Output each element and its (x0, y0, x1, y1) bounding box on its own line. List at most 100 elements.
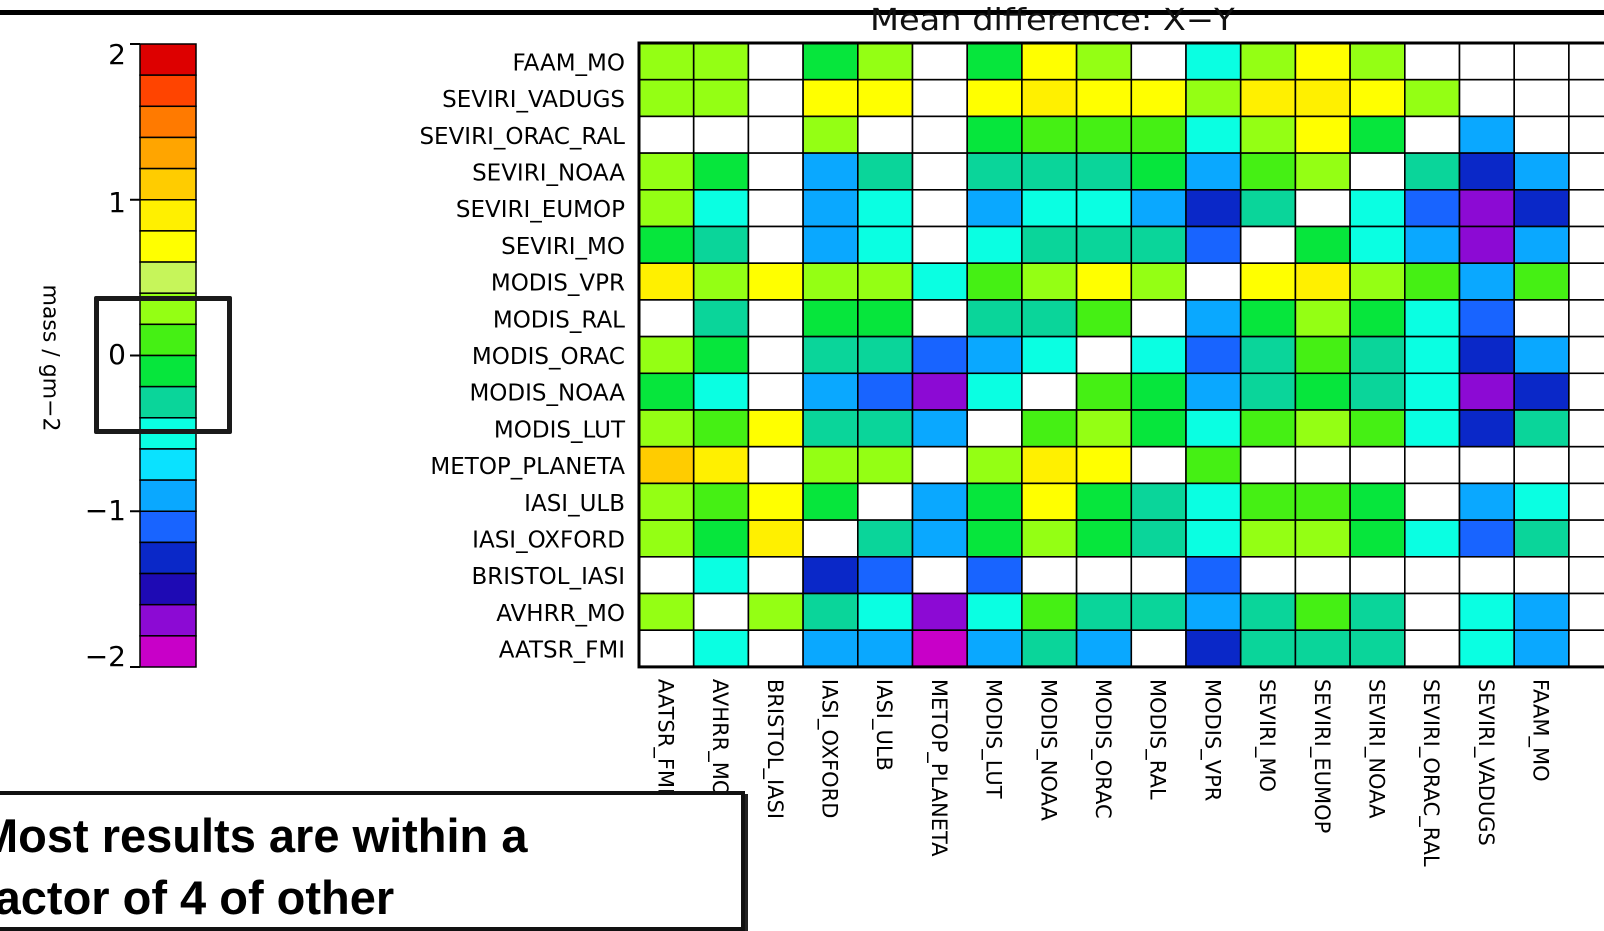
heatmap-cell-r5-c13 (1349, 225, 1406, 265)
heatmap-cell-r4-c8 (1075, 189, 1133, 228)
row-label-modis-lut: MODIS_LUT (494, 417, 626, 443)
heatmap-cell-r6-c9 (1130, 262, 1187, 301)
heatmap-cell-r4-c15 (1458, 189, 1516, 228)
col-label-iasi-oxford: IASI_OXFORD (816, 679, 841, 819)
heatmap-cell-r8-c9 (1130, 335, 1187, 375)
heatmap-cell-r15-c6 (966, 592, 1023, 632)
heatmap-cell-r14-c12 (1294, 555, 1351, 595)
heatmap-cell-r16-c14 (1404, 629, 1461, 668)
heatmap-cell-r11-c13 (1349, 445, 1406, 485)
heatmap-cell-r16-c0 (638, 629, 695, 668)
top-border-bar (0, 10, 1604, 15)
heatmap-cell-r12-c2 (747, 482, 804, 521)
heatmap-cell-r8-c3 (802, 335, 859, 375)
heatmap-cell-r2-c14 (1404, 115, 1461, 154)
heatmap-cell-r13-c12 (1294, 519, 1351, 558)
row-label-bristol-iasi: BRISTOL_IASI (471, 564, 625, 590)
heatmap-cell-r2-c15 (1458, 115, 1516, 154)
heatmap-cell-r1-c4 (856, 78, 914, 118)
heatmap-cell-r12-c14 (1404, 482, 1461, 521)
heatmap-cell-r7-c17 (1568, 299, 1604, 338)
heatmap-cell-r6-c1 (692, 262, 750, 301)
heatmap-cell-r7-c12 (1294, 299, 1351, 338)
col-label-metop-planeta: METOP_PLANETA (926, 679, 951, 857)
heatmap-cell-r8-c7 (1021, 335, 1078, 375)
heatmap-cell-r9-c12 (1294, 372, 1351, 411)
heatmap-cell-r11-c1 (692, 445, 750, 485)
heatmap-cell-r16-c4 (856, 629, 914, 668)
heatmap-cell-r16-c11 (1239, 629, 1297, 668)
heatmap-cell-r16-c3 (802, 629, 859, 668)
heatmap-cell-r14-c8 (1075, 555, 1133, 595)
heatmap-cell-r11-c9 (1130, 445, 1187, 485)
callout-line-2: factor of 4 of other (0, 871, 395, 924)
heatmap-cell-r7-c0 (638, 299, 695, 338)
row-label-faam-mo: FAAM_MO (512, 50, 625, 76)
heatmap-cell-r1-c9 (1130, 78, 1187, 118)
heatmap-cell-r15-c13 (1349, 592, 1406, 632)
heatmap-cell-r10-c10 (1185, 409, 1242, 448)
heatmap-cell-r9-c14 (1404, 372, 1461, 411)
heatmap-cell-r13-c13 (1349, 519, 1406, 558)
heatmap-cell-r6-c2 (747, 262, 804, 301)
heatmap-cell-r12-c16 (1513, 482, 1570, 521)
heatmap-cell-r5-c17 (1568, 225, 1604, 265)
heatmap-cell-r2-c2 (747, 115, 804, 154)
heatmap-cell-r0-c4 (856, 42, 914, 81)
heatmap-cell-r1-c0 (638, 78, 695, 118)
heatmap-cell-r10-c13 (1349, 409, 1406, 448)
heatmap-cell-r2-c17 (1568, 115, 1604, 154)
heatmap-cell-r4-c6 (966, 189, 1023, 228)
colorbar-segment-5 (139, 199, 197, 232)
heatmap-cell-r4-c11 (1239, 189, 1297, 228)
heatmap-cell-r1-c11 (1239, 78, 1297, 118)
heatmap-cell-r10-c9 (1130, 409, 1187, 448)
heatmap-cell-r14-c10 (1185, 555, 1242, 595)
colorbar-segment-6 (139, 230, 197, 263)
heatmap-cell-r0-c11 (1239, 42, 1297, 81)
heatmap-cell-r8-c10 (1185, 335, 1242, 375)
heatmap-frame (637, 41, 1604, 669)
heatmap-cell-r1-c16 (1513, 78, 1570, 118)
heatmap-cell-r14-c14 (1404, 555, 1461, 595)
colorbar-segment-15 (139, 510, 197, 544)
heatmap-cell-r8-c12 (1294, 335, 1351, 375)
row-label-seviri-mo: SEVIRI_MO (501, 234, 625, 260)
col-label-seviri-mo: SEVIRI_MO (1254, 679, 1279, 792)
colorbar-tick-0: 0 (108, 338, 126, 371)
heatmap-cell-r14-c6 (966, 555, 1023, 595)
heatmap-cell-r3-c0 (638, 152, 695, 191)
colorbar-segment-2 (139, 105, 197, 139)
heatmap-cell-r4-c0 (638, 189, 695, 228)
heatmap-cell-r2-c9 (1130, 115, 1187, 154)
row-label-avhrr-mo: AVHRR_MO (496, 601, 625, 627)
heatmap-cell-r4-c5 (911, 189, 969, 228)
heatmap-cell-r8-c8 (1075, 335, 1133, 375)
heatmap-cell-r11-c16 (1513, 445, 1570, 485)
heatmap-cell-r2-c1 (692, 115, 750, 154)
heatmap-cell-r15-c11 (1239, 592, 1297, 632)
colorbar-segment-7 (139, 261, 197, 294)
heatmap-cell-r15-c5 (911, 592, 969, 632)
heatmap-cell-r13-c15 (1458, 519, 1516, 558)
heatmap-cell-r10-c6 (966, 409, 1023, 448)
heatmap-cell-r14-c3 (802, 555, 859, 595)
heatmap-cell-r6-c3 (802, 262, 859, 301)
heatmap-cell-r14-c4 (856, 555, 914, 595)
heatmap-cell-r14-c9 (1130, 555, 1187, 595)
heatmap-cell-r10-c7 (1021, 409, 1078, 448)
heatmap-cell-r12-c1 (692, 482, 750, 521)
heatmap-cell-r4-c7 (1021, 189, 1078, 228)
heatmap-cell-r14-c15 (1458, 555, 1516, 595)
col-label-seviri-orac-ral: SEVIRI_ORAC_RAL (1418, 679, 1443, 867)
heatmap-cell-r15-c17 (1568, 592, 1604, 632)
heatmap-cell-r6-c14 (1404, 262, 1461, 301)
heatmap-cell-r3-c6 (966, 152, 1023, 191)
heatmap-cell-r15-c0 (638, 592, 695, 632)
heatmap-cell-r12-c10 (1185, 482, 1242, 521)
colorbar-segment-16 (139, 541, 197, 575)
heatmap-cell-r5-c7 (1021, 225, 1078, 265)
heatmap-cell-r0-c7 (1021, 42, 1078, 81)
heatmap-cell-r15-c15 (1458, 592, 1516, 632)
heatmap-cell-r0-c13 (1349, 42, 1406, 81)
